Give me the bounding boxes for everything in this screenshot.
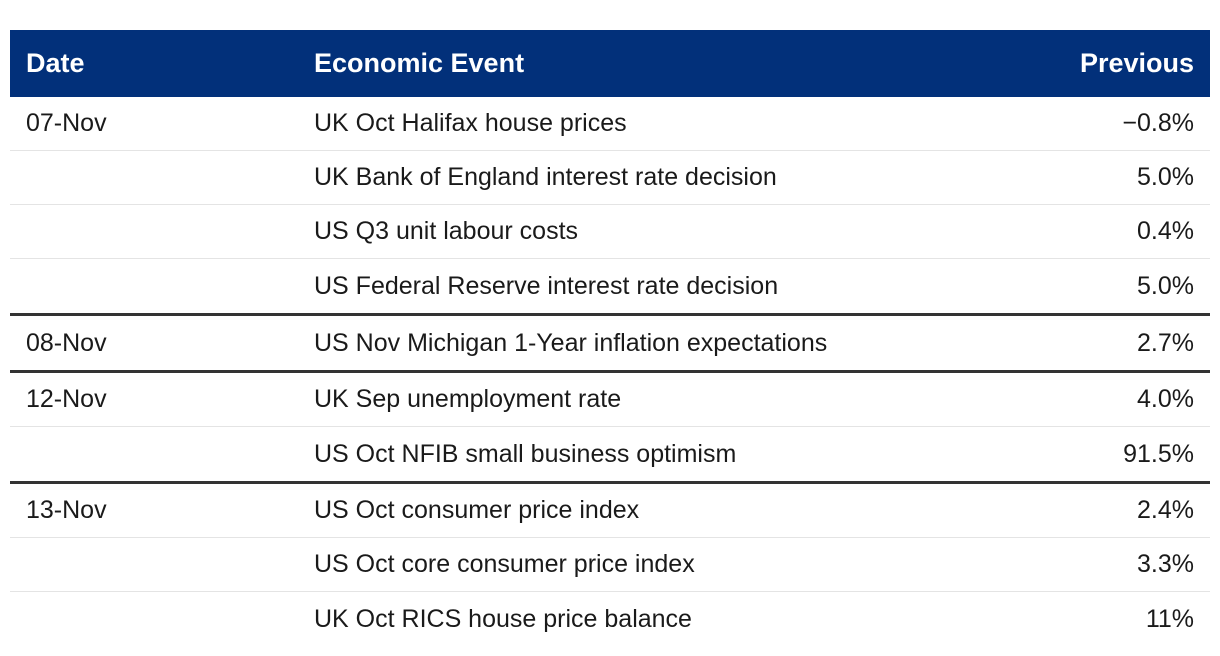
table-row: UK Oct RICS house price balance 11% bbox=[10, 592, 1210, 646]
table-row: 13-Nov US Oct consumer price index 2.4% bbox=[10, 484, 1210, 538]
table-row: US Oct core consumer price index 3.3% bbox=[10, 538, 1210, 592]
row-event: US Oct consumer price index bbox=[314, 496, 640, 524]
header-previous: Previous bbox=[1079, 48, 1194, 78]
row-previous: 0.4% bbox=[1137, 217, 1194, 245]
row-event: UK Bank of England interest rate decisio… bbox=[314, 163, 777, 191]
table-row: US Q3 unit labour costs 0.4% bbox=[10, 205, 1210, 259]
header-economic-event: Economic Event bbox=[314, 48, 525, 78]
row-event: US Oct core consumer price index bbox=[314, 550, 695, 578]
row-event: UK Oct Halifax house prices bbox=[314, 109, 627, 137]
row-previous: 2.7% bbox=[1137, 328, 1194, 357]
row-previous: 2.4% bbox=[1137, 496, 1194, 524]
row-previous: 4.0% bbox=[1137, 385, 1194, 413]
table-row: 07-Nov UK Oct Halifax house prices −0.8% bbox=[10, 97, 1210, 151]
row-event: US Nov Michigan 1-Year inflation expecta… bbox=[314, 328, 828, 357]
row-previous: 11% bbox=[1145, 604, 1194, 633]
date-group: 07-Nov UK Oct Halifax house prices −0.8%… bbox=[10, 97, 1210, 316]
row-previous: 5.0% bbox=[1137, 163, 1194, 191]
row-event: UK Oct RICS house price balance bbox=[314, 604, 692, 633]
table-row: UK Bank of England interest rate decisio… bbox=[10, 151, 1210, 205]
date-group: 08-Nov US Nov Michigan 1-Year inflation … bbox=[10, 316, 1210, 373]
table-row: US Oct NFIB small business optimism 91.5… bbox=[10, 427, 1210, 481]
date-group: 13-Nov US Oct consumer price index 2.4% … bbox=[10, 484, 1210, 646]
row-date: 07-Nov bbox=[26, 109, 107, 137]
row-event: US Oct NFIB small business optimism bbox=[314, 439, 737, 468]
table-row: 12-Nov UK Sep unemployment rate 4.0% bbox=[10, 373, 1210, 427]
table-header: Date Economic Event Previous bbox=[10, 30, 1210, 97]
date-group: 12-Nov UK Sep unemployment rate 4.0% US … bbox=[10, 373, 1210, 484]
row-previous: 3.3% bbox=[1137, 550, 1194, 578]
row-event: UK Sep unemployment rate bbox=[314, 385, 622, 413]
economic-calendar-table: Date Economic Event Previous 07-Nov UK O… bbox=[10, 30, 1210, 646]
header-date: Date bbox=[26, 48, 85, 78]
row-event: US Q3 unit labour costs bbox=[314, 217, 579, 245]
row-previous: 5.0% bbox=[1137, 271, 1194, 300]
row-date: 13-Nov bbox=[26, 496, 107, 524]
row-date: 08-Nov bbox=[26, 328, 107, 357]
row-event: US Federal Reserve interest rate decisio… bbox=[314, 271, 779, 300]
table-row: 08-Nov US Nov Michigan 1-Year inflation … bbox=[10, 316, 1210, 370]
row-date: 12-Nov bbox=[26, 385, 107, 413]
table-row: US Federal Reserve interest rate decisio… bbox=[10, 259, 1210, 313]
row-previous: −0.8% bbox=[1122, 109, 1194, 137]
row-previous: 91.5% bbox=[1123, 439, 1194, 468]
